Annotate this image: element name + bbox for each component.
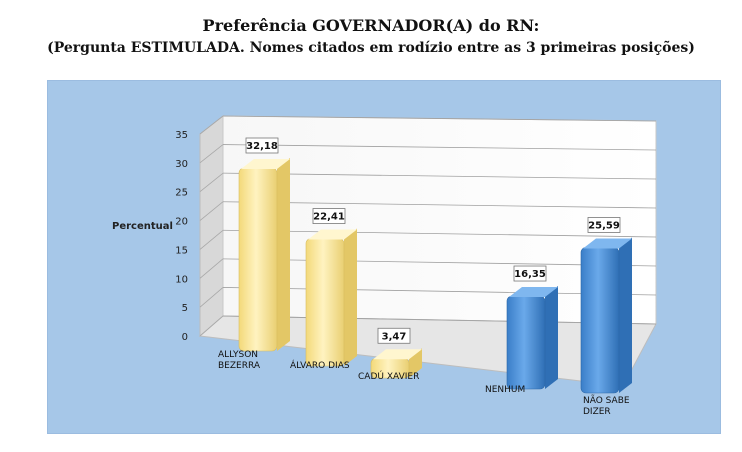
category-label: CADÚ XAVIER xyxy=(358,370,419,382)
y-tick-label: 35 xyxy=(175,130,188,141)
bar-side xyxy=(344,228,357,366)
gridline-side xyxy=(199,258,224,279)
bar xyxy=(506,295,546,390)
gridline-side xyxy=(199,315,224,337)
gridline xyxy=(222,115,657,122)
y-tick-label: 30 xyxy=(175,159,188,170)
category-label: NÃO SABE DIZER xyxy=(583,395,630,417)
bar-side xyxy=(277,158,290,351)
gridline-side xyxy=(199,201,224,221)
gridline-side xyxy=(199,172,224,193)
side-wall xyxy=(199,114,224,338)
data-label: 25,59 xyxy=(588,220,620,231)
category-label: NENHUM xyxy=(485,385,525,395)
y-axis-label: Percentual xyxy=(112,221,173,232)
gridline xyxy=(222,201,657,209)
gridline-side xyxy=(199,144,224,164)
bar xyxy=(580,247,620,394)
gridline xyxy=(222,229,657,238)
bar-top xyxy=(308,229,357,240)
data-label: 3,47 xyxy=(382,331,407,342)
bar-top xyxy=(241,159,290,169)
chart-title: Preferência GOVERNADOR(A) do RN: xyxy=(202,16,540,35)
data-label-box xyxy=(245,137,279,154)
data-label: 16,35 xyxy=(514,269,546,280)
data-label-box xyxy=(513,265,547,282)
y-tick-label: 10 xyxy=(175,274,188,285)
y-tick-label: 15 xyxy=(175,245,188,256)
y-tick-label: 0 xyxy=(182,332,188,343)
chart-panel: 0 5 10 15 20 25 30 35 32,18 22,41 3,47 16,35 25,59 … xyxy=(47,80,721,434)
bar-side xyxy=(619,237,632,393)
bar-top xyxy=(509,287,558,298)
bar-side xyxy=(545,286,558,389)
y-tick-label: 20 xyxy=(175,217,188,228)
gridline-side xyxy=(199,287,224,308)
bar-top xyxy=(373,349,422,360)
data-label-box xyxy=(587,217,621,233)
bar-side xyxy=(409,348,422,378)
bar xyxy=(305,238,345,367)
gridline-side xyxy=(199,229,224,250)
gridline xyxy=(222,172,657,180)
bar-top xyxy=(583,238,632,249)
y-tick-label: 25 xyxy=(175,188,188,199)
category-label: ALLYSON BEZERRA xyxy=(218,350,261,371)
data-label: 32,18 xyxy=(246,141,278,152)
gridline xyxy=(222,144,657,151)
data-label-box xyxy=(377,327,411,344)
data-label: 22,41 xyxy=(313,212,345,223)
data-label-box xyxy=(312,208,346,224)
gridline-side xyxy=(199,115,224,135)
y-tick-label: 5 xyxy=(182,303,188,314)
category-label: ÁLVARO DIAS xyxy=(290,359,350,371)
bar xyxy=(238,167,278,352)
chart-subtitle: (Pergunta ESTIMULADA. Nomes citados em r… xyxy=(47,40,695,56)
